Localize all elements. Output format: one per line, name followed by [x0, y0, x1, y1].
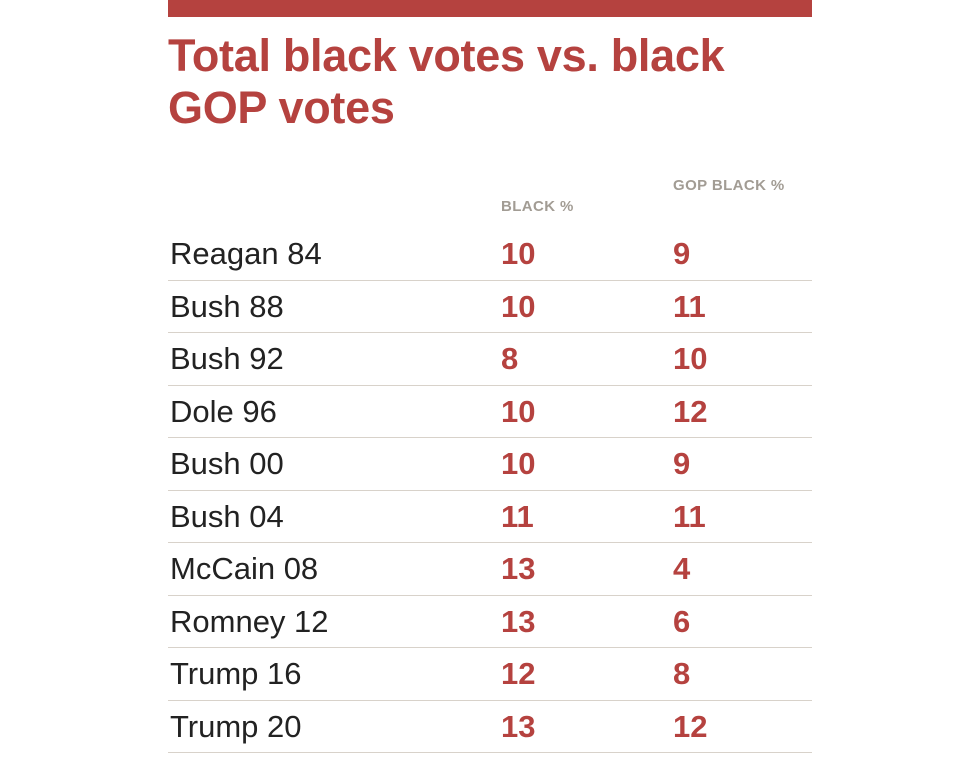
- table-row: Dole 96 10 12: [168, 386, 812, 438]
- table-row: Reagan 84 10 9: [168, 228, 812, 281]
- black-pct-value: 13: [501, 603, 536, 639]
- table-row: McCain 08 13 4: [168, 543, 812, 596]
- row-label: Reagan 84: [170, 236, 322, 271]
- row-label: Bush 04: [170, 498, 284, 534]
- column-header-black-pct: BLACK %: [501, 198, 574, 215]
- row-label: Bush 92: [170, 341, 284, 376]
- table-row: Trump 20 13 12: [168, 701, 812, 753]
- black-pct-value: 13: [501, 551, 536, 586]
- black-pct-value: 10: [501, 288, 536, 324]
- gop-black-pct-value: 9: [673, 446, 691, 481]
- table-row: Bush 00 10 9: [168, 438, 812, 491]
- chart-title: Total black votes vs. black GOP votes: [168, 30, 725, 133]
- gop-black-pct-value: 10: [673, 341, 708, 376]
- gop-black-pct-value: 9: [673, 236, 691, 271]
- row-label: Trump 20: [170, 708, 302, 744]
- gop-black-pct-value: 6: [673, 603, 691, 639]
- gop-black-pct-value: 8: [673, 656, 691, 691]
- row-label: McCain 08: [170, 551, 319, 586]
- table-row: Romney 12 13 6: [168, 596, 812, 648]
- black-pct-value: 10: [501, 236, 536, 271]
- black-pct-value: 11: [501, 498, 534, 534]
- column-header-gop-black-pct: GOP BLACK %: [673, 177, 785, 194]
- black-pct-value: 10: [501, 393, 536, 429]
- table-row: Trump 16 12 8: [168, 648, 812, 701]
- table-row: Bush 92 8 10: [168, 333, 812, 386]
- gop-black-pct-value: 12: [673, 393, 708, 429]
- data-table: Reagan 84 10 9 Bush 88 10 11 Bush 92 8 10 Dole 96…: [168, 228, 812, 753]
- row-label: Dole 96: [170, 393, 277, 429]
- row-label: Romney 12: [170, 603, 329, 639]
- black-pct-value: 13: [501, 708, 536, 744]
- row-label: Trump 16: [170, 656, 302, 691]
- gop-black-pct-value: 11: [673, 288, 706, 324]
- row-label: Bush 88: [170, 288, 284, 324]
- black-pct-value: 8: [501, 341, 519, 376]
- accent-bar: [168, 0, 812, 17]
- black-pct-value: 12: [501, 656, 536, 691]
- table-row: Bush 88 10 11: [168, 281, 812, 333]
- row-label: Bush 00: [170, 446, 284, 481]
- gop-black-pct-value: 11: [673, 498, 706, 534]
- gop-black-pct-value: 4: [673, 551, 691, 586]
- black-pct-value: 10: [501, 446, 536, 481]
- table-row: Bush 04 11 11: [168, 491, 812, 543]
- gop-black-pct-value: 12: [673, 708, 708, 744]
